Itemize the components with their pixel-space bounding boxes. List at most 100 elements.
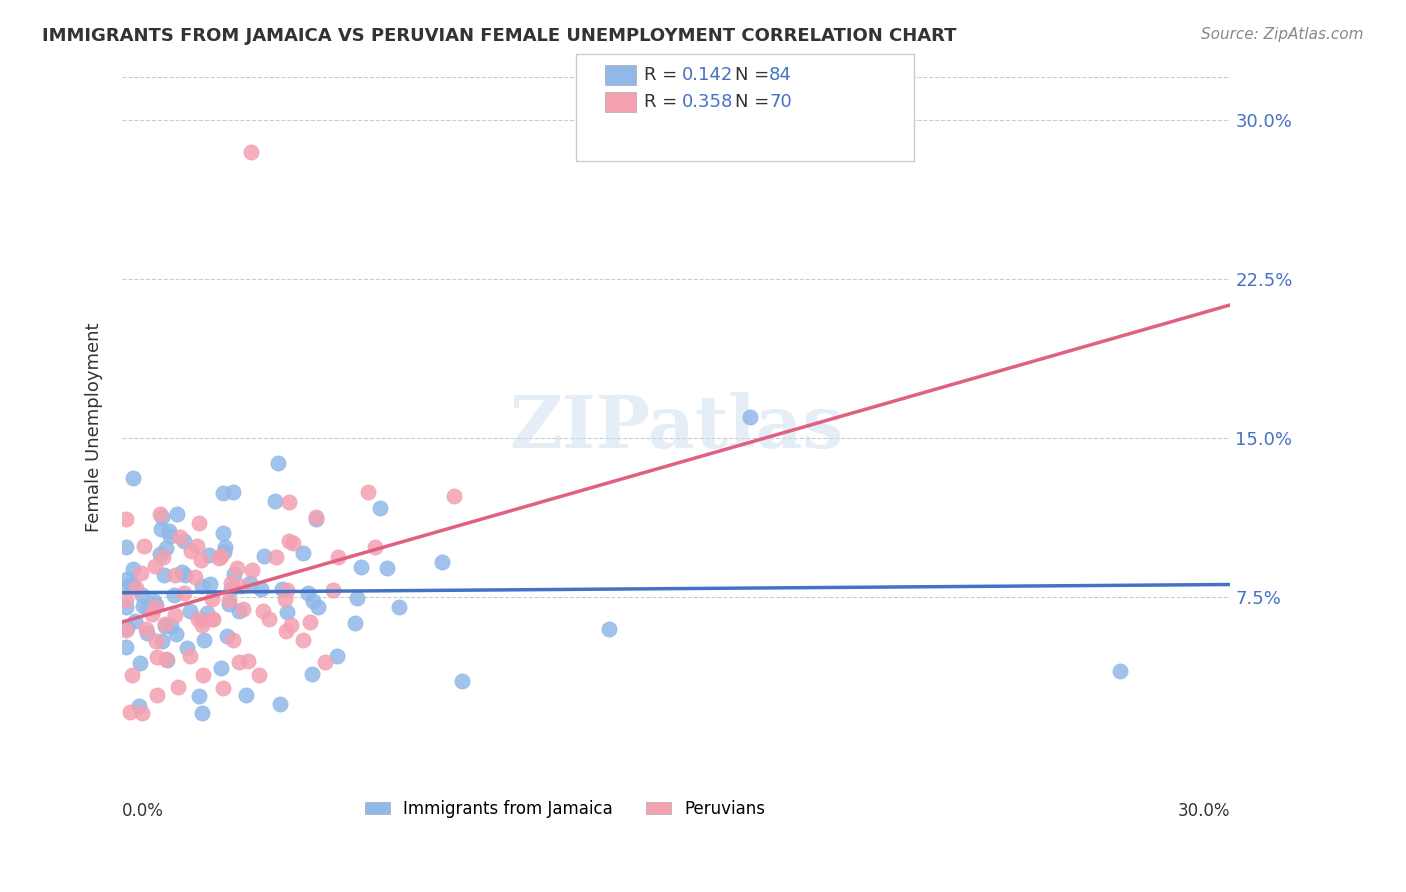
Peruvians	[145, 688, 167, 702]
Peruvians	[252, 604, 274, 618]
Immigrants from Jamaica	[193, 632, 215, 647]
Immigrants from Jamaica	[174, 568, 197, 582]
Peruvians	[166, 680, 188, 694]
Immigrants from Jamaica	[150, 633, 173, 648]
Immigrants from Jamaica	[114, 540, 136, 554]
Immigrants from Jamaica	[370, 500, 392, 515]
Immigrants from Jamaica	[155, 653, 177, 667]
Peruvians	[276, 583, 298, 598]
Immigrants from Jamaica	[128, 699, 150, 714]
Peruvians	[146, 649, 169, 664]
Immigrants from Jamaica	[430, 555, 453, 569]
Text: N =: N =	[735, 66, 775, 84]
Immigrants from Jamaica	[269, 697, 291, 711]
Immigrants from Jamaica	[209, 661, 232, 675]
Immigrants from Jamaica	[224, 567, 246, 582]
Text: 84: 84	[769, 66, 792, 84]
Text: IMMIGRANTS FROM JAMAICA VS PERUVIAN FEMALE UNEMPLOYMENT CORRELATION CHART: IMMIGRANTS FROM JAMAICA VS PERUVIAN FEMA…	[42, 27, 956, 45]
Immigrants from Jamaica	[160, 619, 183, 633]
Peruvians	[149, 507, 172, 521]
Immigrants from Jamaica	[350, 560, 373, 574]
Legend: Immigrants from Jamaica, Peruvians: Immigrants from Jamaica, Peruvians	[359, 793, 772, 824]
Immigrants from Jamaica	[301, 667, 323, 681]
Peruvians	[211, 549, 233, 563]
Peruvians	[221, 576, 243, 591]
Immigrants from Jamaica	[153, 619, 176, 633]
Immigrants from Jamaica	[170, 565, 193, 579]
Peruvians	[163, 607, 186, 622]
Text: ZIPatlas: ZIPatlas	[509, 392, 844, 463]
Peruvians	[202, 612, 225, 626]
Immigrants from Jamaica	[212, 545, 235, 559]
Immigrants from Jamaica	[122, 562, 145, 576]
Immigrants from Jamaica	[149, 523, 172, 537]
Peruvians	[443, 489, 465, 503]
Immigrants from Jamaica	[135, 626, 157, 640]
Immigrants from Jamaica	[165, 627, 187, 641]
Immigrants from Jamaica	[115, 581, 138, 595]
Immigrants from Jamaica	[115, 600, 138, 615]
Peruvians	[118, 705, 141, 719]
Immigrants from Jamaica	[120, 577, 142, 591]
Peruvians	[208, 551, 231, 566]
Immigrants from Jamaica	[276, 605, 298, 619]
Peruvians	[201, 611, 224, 625]
Peruvians	[218, 593, 240, 607]
Immigrants from Jamaica	[228, 604, 250, 618]
Peruvians	[153, 616, 176, 631]
Peruvians	[155, 652, 177, 666]
Immigrants from Jamaica	[129, 656, 152, 670]
Immigrants from Jamaica	[153, 568, 176, 582]
Peruvians	[132, 540, 155, 554]
Text: 70: 70	[769, 93, 792, 111]
Peruvians	[186, 540, 208, 554]
Immigrants from Jamaica	[738, 409, 761, 424]
Peruvians	[226, 560, 249, 574]
Peruvians	[240, 145, 263, 159]
Immigrants from Jamaica	[212, 525, 235, 540]
Immigrants from Jamaica	[135, 599, 157, 614]
Peruvians	[305, 509, 328, 524]
Immigrants from Jamaica	[292, 546, 315, 560]
Peruvians	[364, 540, 387, 554]
Peruvians	[232, 601, 254, 615]
Peruvians	[141, 607, 163, 621]
Immigrants from Jamaica	[159, 529, 181, 543]
Peruvians	[129, 566, 152, 580]
Immigrants from Jamaica	[235, 688, 257, 702]
Immigrants from Jamaica	[222, 484, 245, 499]
Peruvians	[236, 654, 259, 668]
Peruvians	[280, 618, 302, 632]
Peruvians	[143, 599, 166, 614]
Peruvians	[131, 706, 153, 721]
Peruvians	[322, 582, 344, 597]
Immigrants from Jamaica	[155, 541, 177, 555]
Immigrants from Jamaica	[131, 599, 153, 613]
Text: R =: R =	[644, 93, 683, 111]
Immigrants from Jamaica	[179, 604, 201, 618]
Immigrants from Jamaica	[326, 649, 349, 664]
Text: Source: ZipAtlas.com: Source: ZipAtlas.com	[1201, 27, 1364, 42]
Peruvians	[291, 633, 314, 648]
Immigrants from Jamaica	[375, 560, 398, 574]
Peruvians	[152, 549, 174, 564]
Immigrants from Jamaica	[190, 579, 212, 593]
Immigrants from Jamaica	[195, 606, 218, 620]
Peruvians	[179, 649, 201, 664]
Peruvians	[115, 624, 138, 638]
Immigrants from Jamaica	[131, 588, 153, 602]
Peruvians	[115, 593, 138, 607]
Peruvians	[121, 668, 143, 682]
Immigrants from Jamaica	[198, 576, 221, 591]
Immigrants from Jamaica	[197, 548, 219, 562]
Peruvians	[247, 668, 270, 682]
Immigrants from Jamaica	[218, 597, 240, 611]
Immigrants from Jamaica	[121, 471, 143, 485]
Peruvians	[169, 530, 191, 544]
Peruvians	[173, 586, 195, 600]
Immigrants from Jamaica	[124, 614, 146, 628]
Peruvians	[115, 512, 138, 526]
Immigrants from Jamaica	[173, 533, 195, 548]
Peruvians	[184, 569, 207, 583]
Immigrants from Jamaica	[217, 629, 239, 643]
